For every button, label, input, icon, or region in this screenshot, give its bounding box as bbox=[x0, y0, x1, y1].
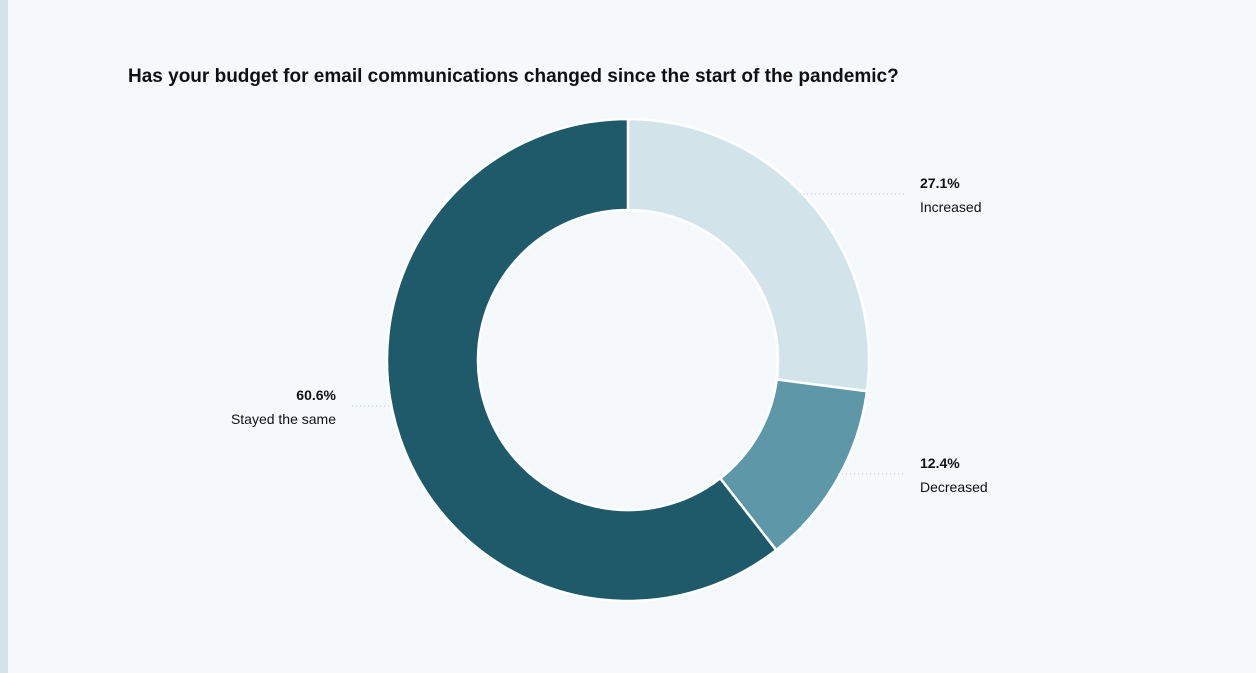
leader-lines bbox=[352, 193, 905, 475]
slice-labels: 27.1% Increased 12.4% Decreased 60.6% Stayed … bbox=[231, 175, 988, 495]
value-label-increased: 27.1% bbox=[920, 175, 960, 191]
donut-slices bbox=[385, 117, 871, 603]
value-label-stayed-the-same: 60.6% bbox=[296, 387, 336, 403]
category-label-stayed-the-same: Stayed the same bbox=[231, 411, 336, 427]
slice-stayed-the-same bbox=[385, 117, 778, 603]
category-label-increased: Increased bbox=[920, 199, 981, 215]
chart-title: Has your budget for email communications… bbox=[128, 66, 899, 87]
category-label-decreased: Decreased bbox=[920, 479, 988, 495]
value-label-decreased: 12.4% bbox=[920, 455, 960, 471]
slice-increased bbox=[626, 117, 871, 393]
left-accent-bar bbox=[0, 0, 8, 673]
